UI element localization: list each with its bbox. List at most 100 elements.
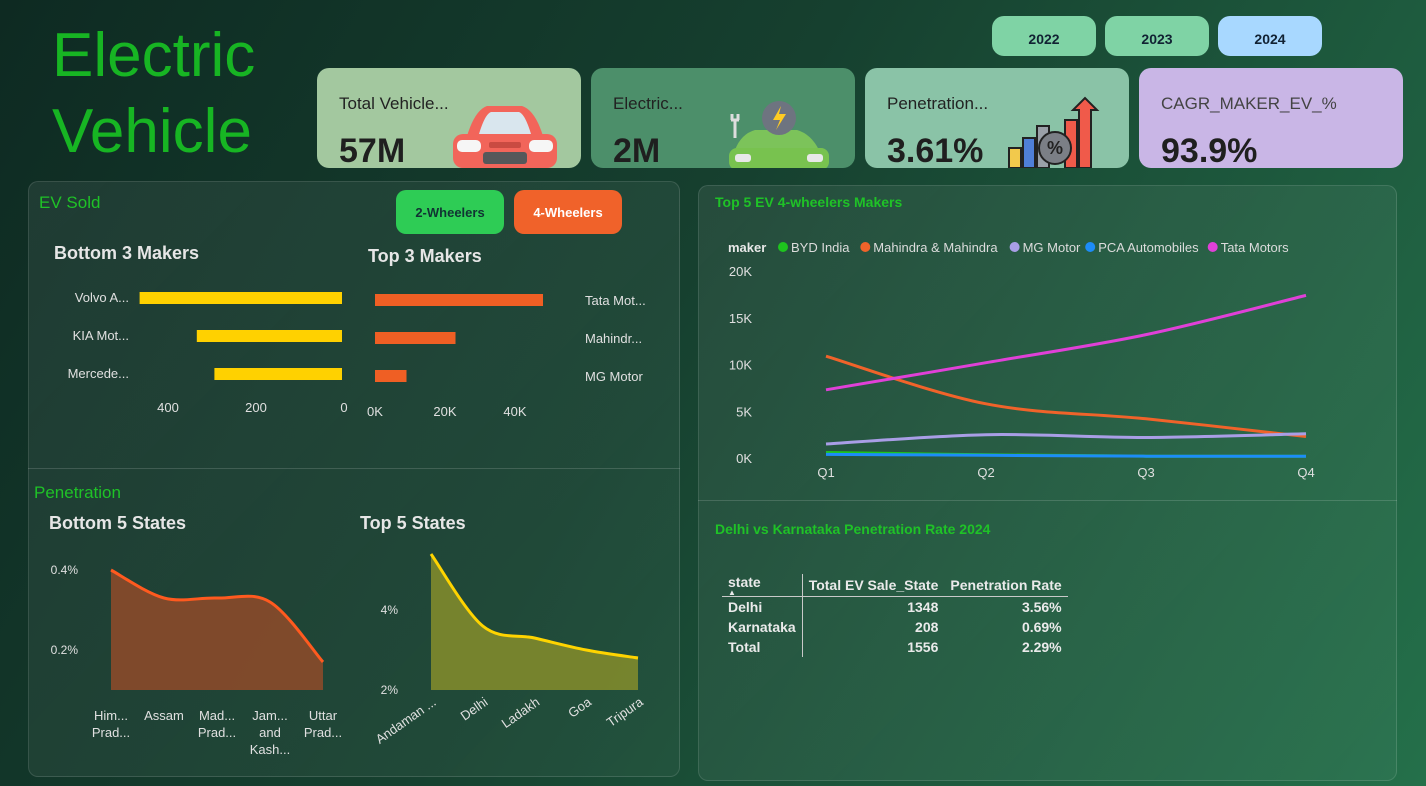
tick-label: 0K bbox=[367, 404, 383, 419]
top5-makers-line-chart: maker BYD India Mahindra & Mahindra MG Moto… bbox=[728, 240, 1315, 480]
area-line bbox=[429, 553, 639, 660]
tick-label: 0.4% bbox=[51, 563, 79, 577]
cell-state: Total bbox=[722, 636, 803, 657]
cell-rate: 0.69% bbox=[1021, 618, 1062, 635]
table-row: Delhi 1348 3.56% bbox=[722, 596, 1068, 617]
year-button-2023[interactable]: 2023 bbox=[1105, 16, 1209, 56]
year-button-2022[interactable]: 2022 bbox=[992, 16, 1096, 56]
series-line bbox=[825, 293, 1307, 392]
x-tick-label: Q1 bbox=[817, 465, 834, 480]
cell-rate: 2.29% bbox=[1021, 638, 1062, 655]
panel-divider bbox=[698, 500, 1397, 501]
tick-label: 4% bbox=[381, 603, 399, 617]
bar-label: Mercede... bbox=[68, 366, 129, 381]
bar-label: KIA Mot... bbox=[73, 328, 129, 343]
table-header-row: state ▲ Total EV Sale_State Penetration R… bbox=[722, 574, 1068, 597]
col-total-ev-sale[interactable]: Total EV Sale_State bbox=[808, 577, 939, 593]
growth-chart-percent-icon: % bbox=[1008, 96, 1100, 168]
bar bbox=[139, 292, 342, 304]
year-button-2024[interactable]: 2024 bbox=[1218, 16, 1322, 56]
x-tick-label: Q4 bbox=[1297, 465, 1314, 480]
kpi-label: Total Vehicle... bbox=[339, 94, 449, 113]
tick-label: 20K bbox=[729, 264, 752, 279]
area-line bbox=[110, 568, 325, 663]
legend-swatch bbox=[1009, 242, 1020, 252]
legend-label: Mahindra & Mahindra bbox=[873, 240, 998, 255]
toggle-4-wheelers[interactable]: 4-Wheelers bbox=[514, 190, 622, 234]
svg-text:%: % bbox=[1047, 138, 1063, 158]
table-total-row: Total 1556 2.29% bbox=[722, 636, 1068, 657]
panel-divider bbox=[28, 468, 680, 469]
legend-swatch bbox=[1207, 242, 1218, 252]
tick-label: 20K bbox=[433, 404, 456, 419]
kpi-label: Penetration... bbox=[887, 94, 989, 113]
bottom-5-states-title: Bottom 5 States bbox=[49, 513, 187, 533]
legend-swatch bbox=[860, 242, 871, 252]
legend-label: MG Motor bbox=[1023, 240, 1081, 255]
kpi-value: 57M bbox=[339, 132, 406, 168]
cell-sales: 1556 bbox=[907, 638, 939, 655]
bottom-5-states-chart: 0.2% 0.4% Him... Prad... Assam Mad... Prad... J… bbox=[51, 563, 343, 757]
category-label: Delhi bbox=[458, 694, 491, 723]
kpi-value: 93.9% bbox=[1161, 132, 1258, 168]
category-label: Jam... and Kash... bbox=[250, 708, 290, 757]
bar bbox=[375, 370, 407, 382]
tick-label: 10K bbox=[729, 358, 752, 373]
bar-label: Volvo A... bbox=[75, 290, 129, 305]
tick-label: 200 bbox=[245, 400, 267, 415]
tick-label: 0 bbox=[340, 400, 347, 415]
area-fill bbox=[431, 554, 638, 690]
title-line-1: Electric bbox=[52, 21, 256, 90]
col-state[interactable]: state ▲ bbox=[722, 574, 803, 597]
makers-panel bbox=[698, 185, 1397, 781]
series-line bbox=[825, 354, 1307, 439]
kpi-value: 2M bbox=[613, 132, 661, 168]
kpi-electric-vehicles: Electric... 2M bbox=[591, 68, 855, 168]
category-label: Tripura bbox=[604, 694, 647, 730]
category-label: Ladakh bbox=[499, 694, 543, 731]
legend-label: Tata Motors bbox=[1221, 240, 1289, 255]
category-label: Him... Prad... bbox=[92, 708, 130, 740]
kpi-value: 3.61% bbox=[887, 132, 984, 168]
area-fill bbox=[111, 570, 323, 690]
category-label: Assam bbox=[144, 708, 184, 723]
legend-label: PCA Automobiles bbox=[1098, 240, 1199, 255]
kpi-penetration: Penetration... 3.61% % bbox=[865, 68, 1129, 168]
dashboard-title: Electric Vehicle bbox=[52, 18, 292, 170]
table-row: Karnataka 208 0.69% bbox=[722, 616, 1068, 637]
bar bbox=[375, 332, 456, 344]
tick-label: 0.2% bbox=[51, 643, 79, 657]
col-penetration-rate[interactable]: Penetration Rate bbox=[950, 577, 1062, 593]
top5-makers-title: Top 5 EV 4-wheelers Makers bbox=[715, 194, 903, 210]
tick-label: 400 bbox=[157, 400, 179, 415]
cell-state: Karnataka bbox=[722, 616, 803, 637]
legend-swatch bbox=[778, 242, 788, 252]
ev-sold-title: EV Sold bbox=[39, 193, 101, 212]
ev-charging-car-icon bbox=[729, 101, 829, 168]
tick-label: 40K bbox=[503, 404, 526, 419]
bar bbox=[375, 294, 543, 306]
cell-state: Delhi bbox=[722, 596, 803, 617]
category-label: Mad... Prad... bbox=[198, 708, 236, 740]
kpi-label: CAGR_MAKER_EV_% bbox=[1161, 94, 1337, 113]
bar-label: Mahindr... bbox=[585, 331, 642, 346]
cell-sales: 208 bbox=[915, 618, 939, 635]
top-3-makers-chart: Tata Mot... Mahindr... MG Motor 0K 20K 40K bbox=[367, 293, 646, 419]
bar-label: MG Motor bbox=[585, 369, 643, 384]
top-5-states-title: Top 5 States bbox=[360, 513, 466, 533]
kpi-total-vehicles: Total Vehicle... 57M bbox=[317, 68, 581, 168]
car-icon bbox=[453, 106, 557, 168]
tick-label: 0K bbox=[736, 451, 752, 466]
bar bbox=[214, 368, 342, 380]
x-tick-label: Q2 bbox=[977, 465, 994, 480]
category-label: Goa bbox=[565, 694, 594, 721]
bar-label: Tata Mot... bbox=[585, 293, 646, 308]
toggle-2-wheelers[interactable]: 2-Wheelers bbox=[396, 190, 504, 234]
bar bbox=[196, 330, 342, 342]
bottom-3-makers-chart: Volvo A... KIA Mot... Mercede... 400 200 0 bbox=[68, 290, 348, 415]
kpi-cagr: CAGR_MAKER_EV_% 93.9% bbox=[1139, 68, 1403, 168]
cell-rate: 3.56% bbox=[1021, 598, 1062, 615]
penetration-title: Penetration bbox=[34, 483, 121, 502]
cell-sales: 1348 bbox=[907, 598, 939, 615]
legend-title: maker bbox=[728, 240, 766, 255]
